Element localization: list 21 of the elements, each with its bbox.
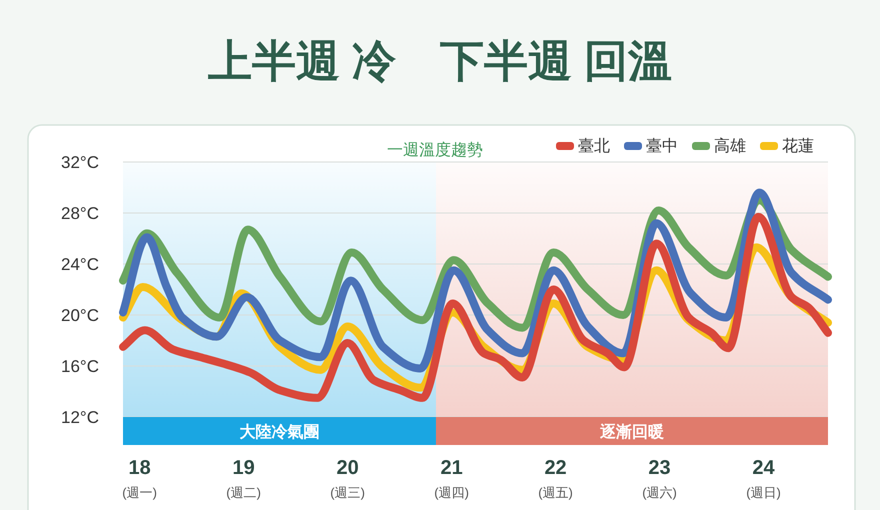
y-tick-label: 12°C — [61, 408, 99, 427]
x-tick-label: 18 (週一) — [122, 457, 157, 500]
x-tick-label: 24 (週日) — [746, 457, 781, 500]
x-tick-label: 21 (週四) — [434, 457, 469, 500]
x-tick-label: 23 (週六) — [642, 457, 677, 500]
y-tick-label: 24°C — [61, 255, 99, 274]
legend-label: 臺北 — [578, 137, 610, 155]
legend-label: 高雄 — [714, 137, 746, 155]
y-tick-label: 28°C — [61, 204, 99, 223]
x-tick-label: 19 (週二) — [226, 457, 261, 500]
band-label: 逐漸回暖 — [598, 423, 664, 441]
chart-title: 上半週 冷 下半週 回溫 — [208, 37, 672, 86]
chart-subtitle: 一週溫度趨勢 — [387, 141, 483, 159]
y-tick-label: 16°C — [61, 357, 99, 376]
y-tick-label: 20°C — [61, 306, 99, 325]
legend-label: 花蓮 — [782, 137, 814, 155]
x-tick-label: 20 (週三) — [330, 457, 365, 500]
y-tick-label: 32°C — [61, 153, 99, 172]
x-tick-label: 22 (週五) — [538, 457, 573, 500]
legend-label: 臺中 — [646, 137, 678, 155]
band-label: 大陸冷氣團 — [239, 423, 320, 441]
